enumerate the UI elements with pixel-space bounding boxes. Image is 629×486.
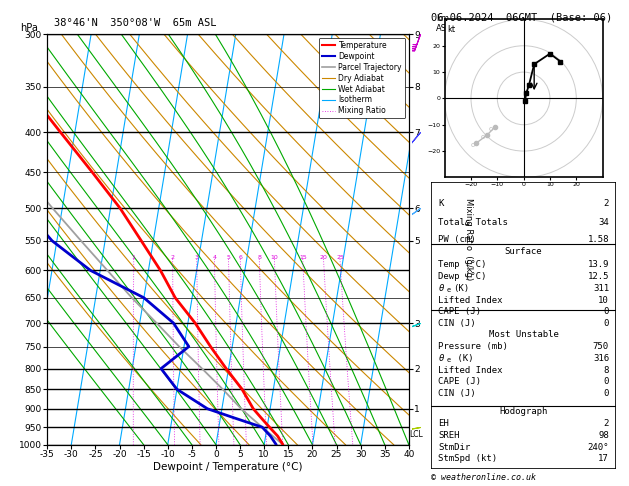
- Text: 25: 25: [336, 255, 344, 260]
- Text: 750: 750: [593, 342, 609, 351]
- Text: 316: 316: [593, 354, 609, 363]
- Text: © weatheronline.co.uk: © weatheronline.co.uk: [431, 473, 536, 482]
- Text: PW (cm): PW (cm): [438, 235, 476, 244]
- Text: 5: 5: [226, 255, 230, 260]
- Text: 0: 0: [604, 307, 609, 316]
- Text: CIN (J): CIN (J): [438, 319, 476, 328]
- Text: 8: 8: [257, 255, 261, 260]
- Text: LCL: LCL: [409, 430, 423, 439]
- Text: Most Unstable: Most Unstable: [489, 330, 559, 339]
- Text: 15: 15: [299, 255, 307, 260]
- Text: Totals Totals: Totals Totals: [438, 218, 508, 227]
- Text: 06.06.2024  06GMT  (Base: 06): 06.06.2024 06GMT (Base: 06): [431, 12, 612, 22]
- Text: 0: 0: [604, 319, 609, 328]
- Text: 0: 0: [604, 377, 609, 386]
- Text: o: o: [489, 126, 493, 132]
- Text: 240°: 240°: [587, 443, 609, 451]
- Text: 34: 34: [598, 218, 609, 227]
- Text: Pressure (mb): Pressure (mb): [438, 342, 508, 351]
- Text: e: e: [447, 287, 451, 293]
- Text: 6: 6: [238, 255, 242, 260]
- Text: EH: EH: [438, 419, 449, 428]
- Text: e: e: [447, 357, 451, 363]
- Text: CAPE (J): CAPE (J): [438, 307, 481, 316]
- Text: 17: 17: [598, 454, 609, 464]
- Text: CAPE (J): CAPE (J): [438, 377, 481, 386]
- Text: Temp (°C): Temp (°C): [438, 260, 487, 269]
- Text: 0: 0: [604, 389, 609, 398]
- Text: SREH: SREH: [438, 431, 460, 440]
- Text: 38°46'N  350°08'W  65m ASL: 38°46'N 350°08'W 65m ASL: [54, 18, 217, 28]
- Text: hPa: hPa: [20, 23, 38, 33]
- Text: o: o: [470, 142, 474, 148]
- Text: o: o: [481, 134, 485, 140]
- Text: kt: kt: [447, 25, 455, 34]
- Text: 2: 2: [604, 199, 609, 208]
- Text: 20: 20: [320, 255, 328, 260]
- Text: Hodograph: Hodograph: [499, 407, 548, 416]
- Text: 2: 2: [604, 419, 609, 428]
- Text: 1: 1: [132, 255, 136, 260]
- Text: 10: 10: [270, 255, 278, 260]
- Legend: Temperature, Dewpoint, Parcel Trajectory, Dry Adiabat, Wet Adiabat, Isotherm, Mi: Temperature, Dewpoint, Parcel Trajectory…: [319, 38, 405, 119]
- Text: 1.58: 1.58: [587, 235, 609, 244]
- Text: 12.5: 12.5: [587, 272, 609, 281]
- Text: Lifted Index: Lifted Index: [438, 295, 503, 305]
- Text: 98: 98: [598, 431, 609, 440]
- Text: θ: θ: [438, 354, 443, 363]
- Text: 3: 3: [195, 255, 199, 260]
- Text: 2: 2: [170, 255, 175, 260]
- Text: K: K: [438, 199, 443, 208]
- Text: StmDir: StmDir: [438, 443, 470, 451]
- Text: Dewp (°C): Dewp (°C): [438, 272, 487, 281]
- Text: Lifted Index: Lifted Index: [438, 365, 503, 375]
- Text: 311: 311: [593, 284, 609, 293]
- Text: (K): (K): [453, 284, 469, 293]
- Text: km
ASL: km ASL: [436, 15, 452, 33]
- Text: θ: θ: [438, 284, 443, 293]
- Text: StmSpd (kt): StmSpd (kt): [438, 454, 498, 464]
- Text: 4: 4: [213, 255, 216, 260]
- Text: 8: 8: [604, 365, 609, 375]
- Text: Surface: Surface: [505, 247, 542, 256]
- X-axis label: Dewpoint / Temperature (°C): Dewpoint / Temperature (°C): [153, 462, 303, 472]
- Text: Mixing Ratio  (g/kg): Mixing Ratio (g/kg): [464, 198, 473, 280]
- Text: CIN (J): CIN (J): [438, 389, 476, 398]
- Text: (K): (K): [452, 354, 474, 363]
- Text: 13.9: 13.9: [587, 260, 609, 269]
- Text: 10: 10: [598, 295, 609, 305]
